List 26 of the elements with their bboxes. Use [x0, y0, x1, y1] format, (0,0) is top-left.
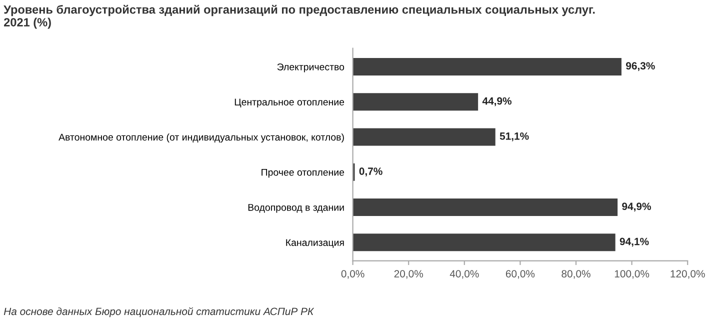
bar: [352, 234, 616, 252]
x-tick-label: 40,0%: [450, 270, 479, 279]
x-tick-label: 0,0%: [341, 270, 364, 279]
bar: [352, 58, 622, 76]
y-tick-label: Прочее отопление: [262, 168, 344, 178]
data-label: 0,7%: [359, 168, 382, 176]
data-label: 94,9%: [622, 202, 651, 212]
x-tick-label: 120,0%: [670, 270, 705, 279]
data-label: 96,3%: [626, 62, 655, 72]
text: На основе данных Бюро национальной статистики АСПиР РК: [4, 307, 314, 318]
x-tick-label: 100,0%: [614, 270, 650, 279]
chart-title: Уровень благоустройства зданий организаций по предоставлению специальных социальных услуг. 2021 (%): [4, 4, 595, 29]
y-tick-label: Канализация: [286, 239, 344, 248]
x-tick-label: 20,0%: [394, 270, 423, 279]
y-tick-label: Автономное отопление (от индивидуальных установок, котлов): [58, 133, 344, 143]
bar: [352, 198, 618, 216]
y-tick-label: Водопровод в здании: [248, 204, 344, 213]
data-label: 51,1%: [500, 132, 529, 142]
data-label: 44,9%: [482, 97, 512, 106]
y-tick-label: Центральное отопление: [234, 98, 344, 108]
x-tick-label: 80,0%: [562, 270, 590, 279]
bar: [352, 128, 496, 146]
x-tick-label: 60,0%: [506, 270, 535, 279]
bar: [352, 93, 478, 111]
y-tick-label: Электричество: [277, 63, 344, 72]
data-label: 94,1%: [620, 238, 649, 247]
